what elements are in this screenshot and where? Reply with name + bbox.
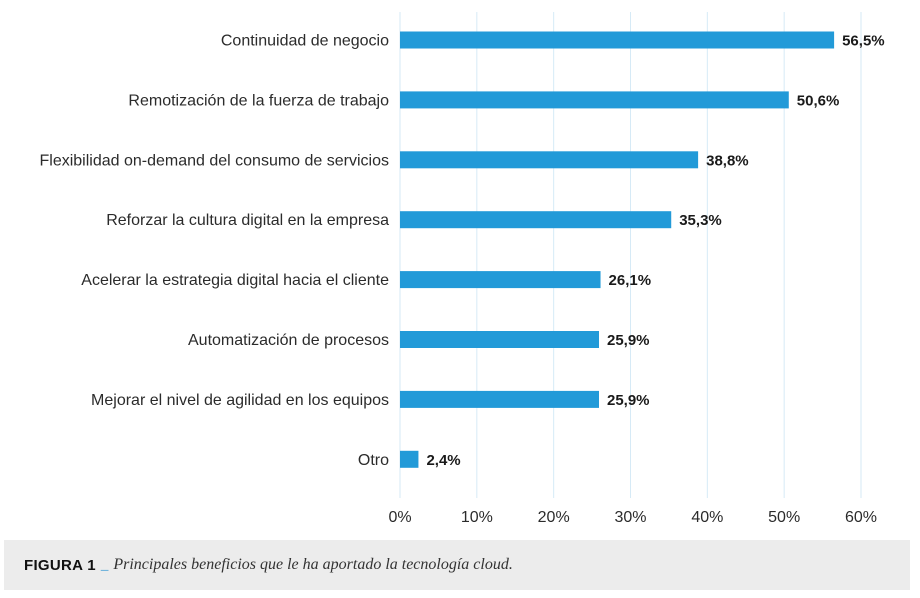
caption-text: Principales beneficios que le ha aportad… <box>113 556 513 573</box>
bar <box>400 450 419 468</box>
bars <box>400 31 835 468</box>
data-label: 2,4% <box>426 452 460 469</box>
grid-lines <box>399 12 862 498</box>
x-axis-ticks: 0% 10% 20% 30% 40% 50% 60% <box>388 509 877 526</box>
category-label: Reforzar la cultura digital en la empres… <box>106 212 389 229</box>
data-label: 26,1% <box>609 272 652 289</box>
data-label: 25,9% <box>607 332 650 349</box>
category-label: Flexibilidad on-demand del consumo de se… <box>39 152 389 169</box>
data-label: 50,6% <box>797 92 840 109</box>
x-tick-label: 0% <box>388 509 411 526</box>
category-labels: Continuidad de negocio Remotización de la… <box>39 33 389 469</box>
bar <box>400 271 601 289</box>
bar <box>400 331 599 348</box>
category-label: Continuidad de negocio <box>221 33 389 50</box>
category-label: Acelerar la estrategia digital hacia el … <box>81 272 389 289</box>
data-label: 35,3% <box>679 212 722 229</box>
bar <box>400 151 699 169</box>
figure-caption: FIGURA 1 _ Principales beneficios que le… <box>4 540 910 590</box>
x-tick-label: 50% <box>768 509 800 526</box>
bar <box>400 91 789 109</box>
x-tick-label: 40% <box>691 509 723 526</box>
value-labels: 56,5% 50,6% 38,8% 35,3% 26,1% 25,9% 25,9% 2,4% <box>426 33 884 469</box>
bar <box>400 211 672 229</box>
caption-label: FIGURA 1 <box>24 556 96 574</box>
category-label: Automatización de procesos <box>188 332 389 349</box>
data-label: 38,8% <box>706 152 749 169</box>
x-tick-label: 60% <box>845 509 877 526</box>
data-label: 56,5% <box>842 33 885 50</box>
bar <box>400 31 835 49</box>
data-label: 25,9% <box>607 392 650 409</box>
x-tick-label: 10% <box>461 509 493 526</box>
category-label: Remotización de la fuerza de trabajo <box>128 92 389 109</box>
category-label: Otro <box>358 452 389 469</box>
bar-chart: Continuidad de negocio Remotización de la… <box>39 12 885 526</box>
caption-separator: _ <box>100 556 109 573</box>
bar <box>400 390 599 408</box>
x-tick-label: 30% <box>614 509 646 526</box>
category-label: Mejorar el nivel de agilidad en los equi… <box>91 392 389 409</box>
x-tick-label: 20% <box>538 509 570 526</box>
